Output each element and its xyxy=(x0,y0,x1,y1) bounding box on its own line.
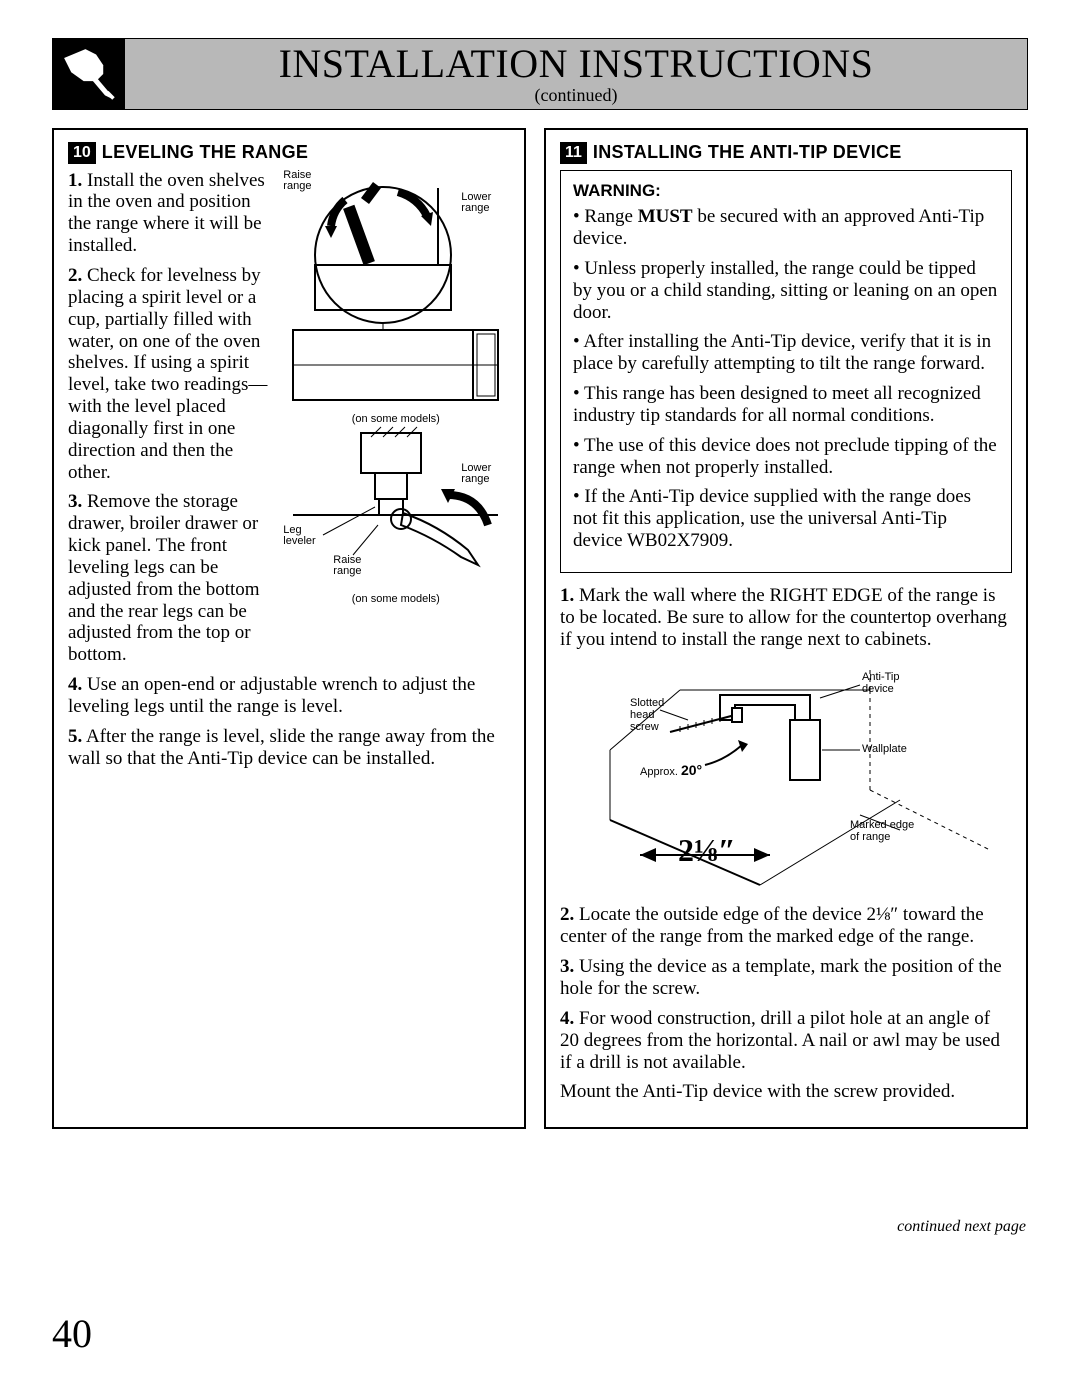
label-lower-range-2: Lower range xyxy=(461,463,491,486)
antitip-step1: 1. Mark the wall where the RIGHT EDGE of… xyxy=(560,585,1012,651)
fig1-caption: (on some models) xyxy=(283,413,508,425)
leveling-steps-text: 1. Install the oven shelves in the oven … xyxy=(68,170,272,675)
label-slotted-screw: Slotted head screw xyxy=(630,698,664,733)
leveling-steps-text-cont: 4. Use an open-end or adjustable wrench … xyxy=(68,674,510,769)
label-measurement: 2⅛″ xyxy=(678,832,736,869)
section-title-leveling: LEVELING THE RANGE xyxy=(102,142,308,163)
antitip-steps-cont: 2. Locate the outside edge of the device… xyxy=(560,904,1012,1103)
warning-label: WARNING: xyxy=(573,181,999,201)
page-title: INSTALLATION INSTRUCTIONS xyxy=(125,44,1027,84)
label-leg-leveler: Leg leveler xyxy=(283,525,315,548)
step-badge-10: 10 xyxy=(68,142,96,164)
continued-note: continued next page xyxy=(897,1218,1026,1236)
screwdriver-hand-icon xyxy=(53,38,125,110)
figure-antitip-device: Slotted head screw Anti-Tip device Wallp… xyxy=(560,660,1012,890)
label-lower-range: Lower range xyxy=(461,192,491,215)
section-title-antitip: INSTALLING THE ANTI-TIP DEVICE xyxy=(593,142,902,163)
header-band: INSTALLATION INSTRUCTIONS (continued) xyxy=(52,38,1028,110)
fig2-caption: (on some models) xyxy=(283,593,508,605)
label-marked-edge: Marked edge of range xyxy=(850,820,914,843)
label-antitip-device: Anti-Tip device xyxy=(862,672,900,695)
label-raise-range: Raise range xyxy=(283,170,311,193)
warning-box: WARNING: • Range MUST be secured with an… xyxy=(560,170,1012,573)
label-wallplate: Wallplate xyxy=(862,744,907,756)
label-approx: Approx. 20° xyxy=(640,763,702,779)
section-leveling: 10 LEVELING THE RANGE 1. Install the ove… xyxy=(52,128,526,1129)
page-subtitle: (continued) xyxy=(125,86,1027,104)
figure-level-adjust-top: Raise range Lower range (on some models) xyxy=(283,170,508,415)
page-number: 40 xyxy=(52,1310,92,1357)
label-raise-range-2: Raise range xyxy=(333,555,361,578)
step-badge-11: 11 xyxy=(560,142,587,164)
section-antitip: 11 INSTALLING THE ANTI-TIP DEVICE WARNIN… xyxy=(544,128,1028,1129)
figure-leg-leveler: Leg leveler Raise range Lower range (on … xyxy=(283,425,508,600)
